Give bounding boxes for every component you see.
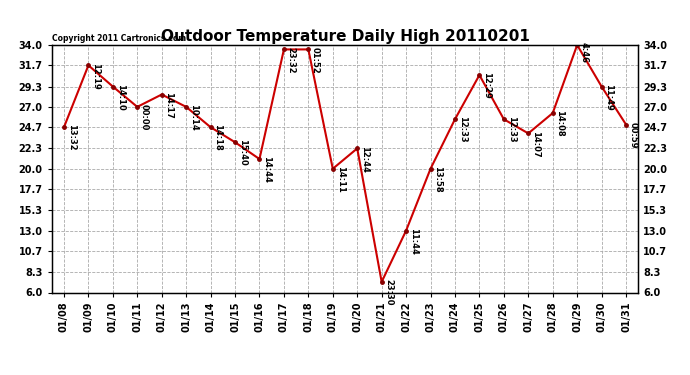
Text: 12:33: 12:33 [457, 117, 466, 143]
Text: 14:08: 14:08 [555, 110, 564, 137]
Text: 23:30: 23:30 [384, 279, 393, 306]
Text: 14:17: 14:17 [164, 92, 173, 118]
Text: 11:44: 11:44 [409, 228, 418, 255]
Text: 12:33: 12:33 [506, 117, 515, 143]
Text: 12:19: 12:19 [91, 63, 100, 89]
Text: 15:40: 15:40 [238, 140, 247, 166]
Text: 23:32: 23:32 [286, 46, 296, 73]
Text: 00:59: 00:59 [629, 122, 638, 148]
Title: Outdoor Temperature Daily High 20110201: Outdoor Temperature Daily High 20110201 [161, 29, 529, 44]
Text: 14:18: 14:18 [213, 124, 222, 151]
Text: 14:10: 14:10 [116, 84, 125, 111]
Text: 14:07: 14:07 [531, 130, 540, 157]
Text: 13:58: 13:58 [433, 166, 442, 193]
Text: 4:46: 4:46 [580, 42, 589, 63]
Text: Copyright 2011 Cartronics.com: Copyright 2011 Cartronics.com [52, 33, 186, 42]
Text: 01:52: 01:52 [311, 46, 320, 74]
Text: 14:44: 14:44 [262, 156, 271, 183]
Text: 14:11: 14:11 [335, 166, 344, 193]
Text: 12:44: 12:44 [360, 146, 369, 172]
Text: 13:32: 13:32 [67, 124, 76, 151]
Text: 10:14: 10:14 [189, 104, 198, 131]
Text: 00:00: 00:00 [140, 104, 149, 130]
Text: 12:29: 12:29 [482, 72, 491, 99]
Text: 11:49: 11:49 [604, 84, 613, 111]
